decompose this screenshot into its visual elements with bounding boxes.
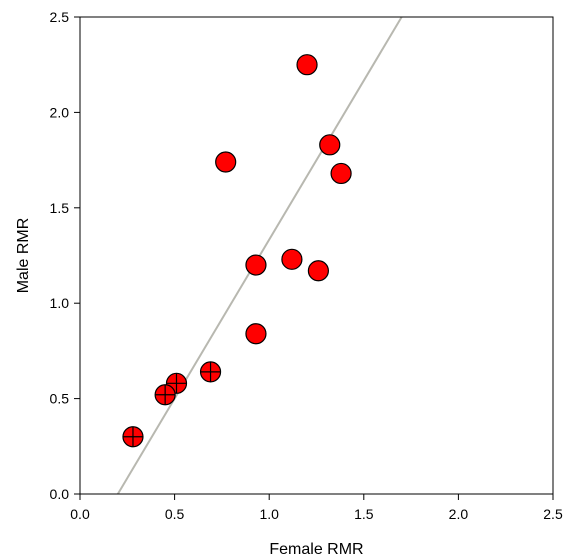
y-tick-label: 1.5 xyxy=(50,200,70,216)
y-tick-label: 2.5 xyxy=(50,9,70,25)
data-point xyxy=(319,134,341,156)
data-point xyxy=(330,162,352,185)
plot-frame xyxy=(79,16,554,495)
data-point xyxy=(281,248,303,270)
data-point-crossed xyxy=(154,384,176,406)
point-marker xyxy=(215,151,237,173)
data-point xyxy=(307,260,329,282)
data-points-layer xyxy=(122,54,352,448)
data-point xyxy=(296,54,318,76)
y-tick-label: 1.0 xyxy=(50,295,70,311)
point-marker xyxy=(319,134,341,156)
data-point-crossed xyxy=(122,426,144,448)
point-marker xyxy=(330,162,352,185)
y-tick-label: 2.0 xyxy=(50,104,70,120)
x-tick-label: 0.5 xyxy=(165,506,185,522)
x-tick-label: 1.0 xyxy=(259,506,279,522)
point-marker xyxy=(281,248,303,270)
x-tick-label: 2.0 xyxy=(449,506,469,522)
y-axis-title: Male RMR xyxy=(15,218,32,294)
data-point xyxy=(215,151,237,173)
point-marker xyxy=(307,260,329,282)
data-point xyxy=(245,254,267,276)
y-axis-ticks: 0.0 0.5 1.0 1.5 2.0 2.5 xyxy=(50,9,80,502)
x-tick-label: 2.5 xyxy=(543,506,563,522)
x-tick-label: 0.0 xyxy=(70,506,90,522)
y-tick-label: 0.0 xyxy=(50,486,70,502)
point-marker xyxy=(245,254,267,276)
point-marker xyxy=(245,323,267,345)
x-axis-ticks: 0.0 0.5 1.0 1.5 2.0 2.5 xyxy=(70,494,563,522)
plot-background xyxy=(80,17,553,494)
x-axis-title: Female RMR xyxy=(269,541,363,558)
y-tick-label: 0.5 xyxy=(50,391,70,407)
x-tick-label: 1.5 xyxy=(354,506,374,522)
data-point-crossed xyxy=(199,361,222,383)
point-marker xyxy=(296,54,318,76)
data-point xyxy=(245,323,267,345)
